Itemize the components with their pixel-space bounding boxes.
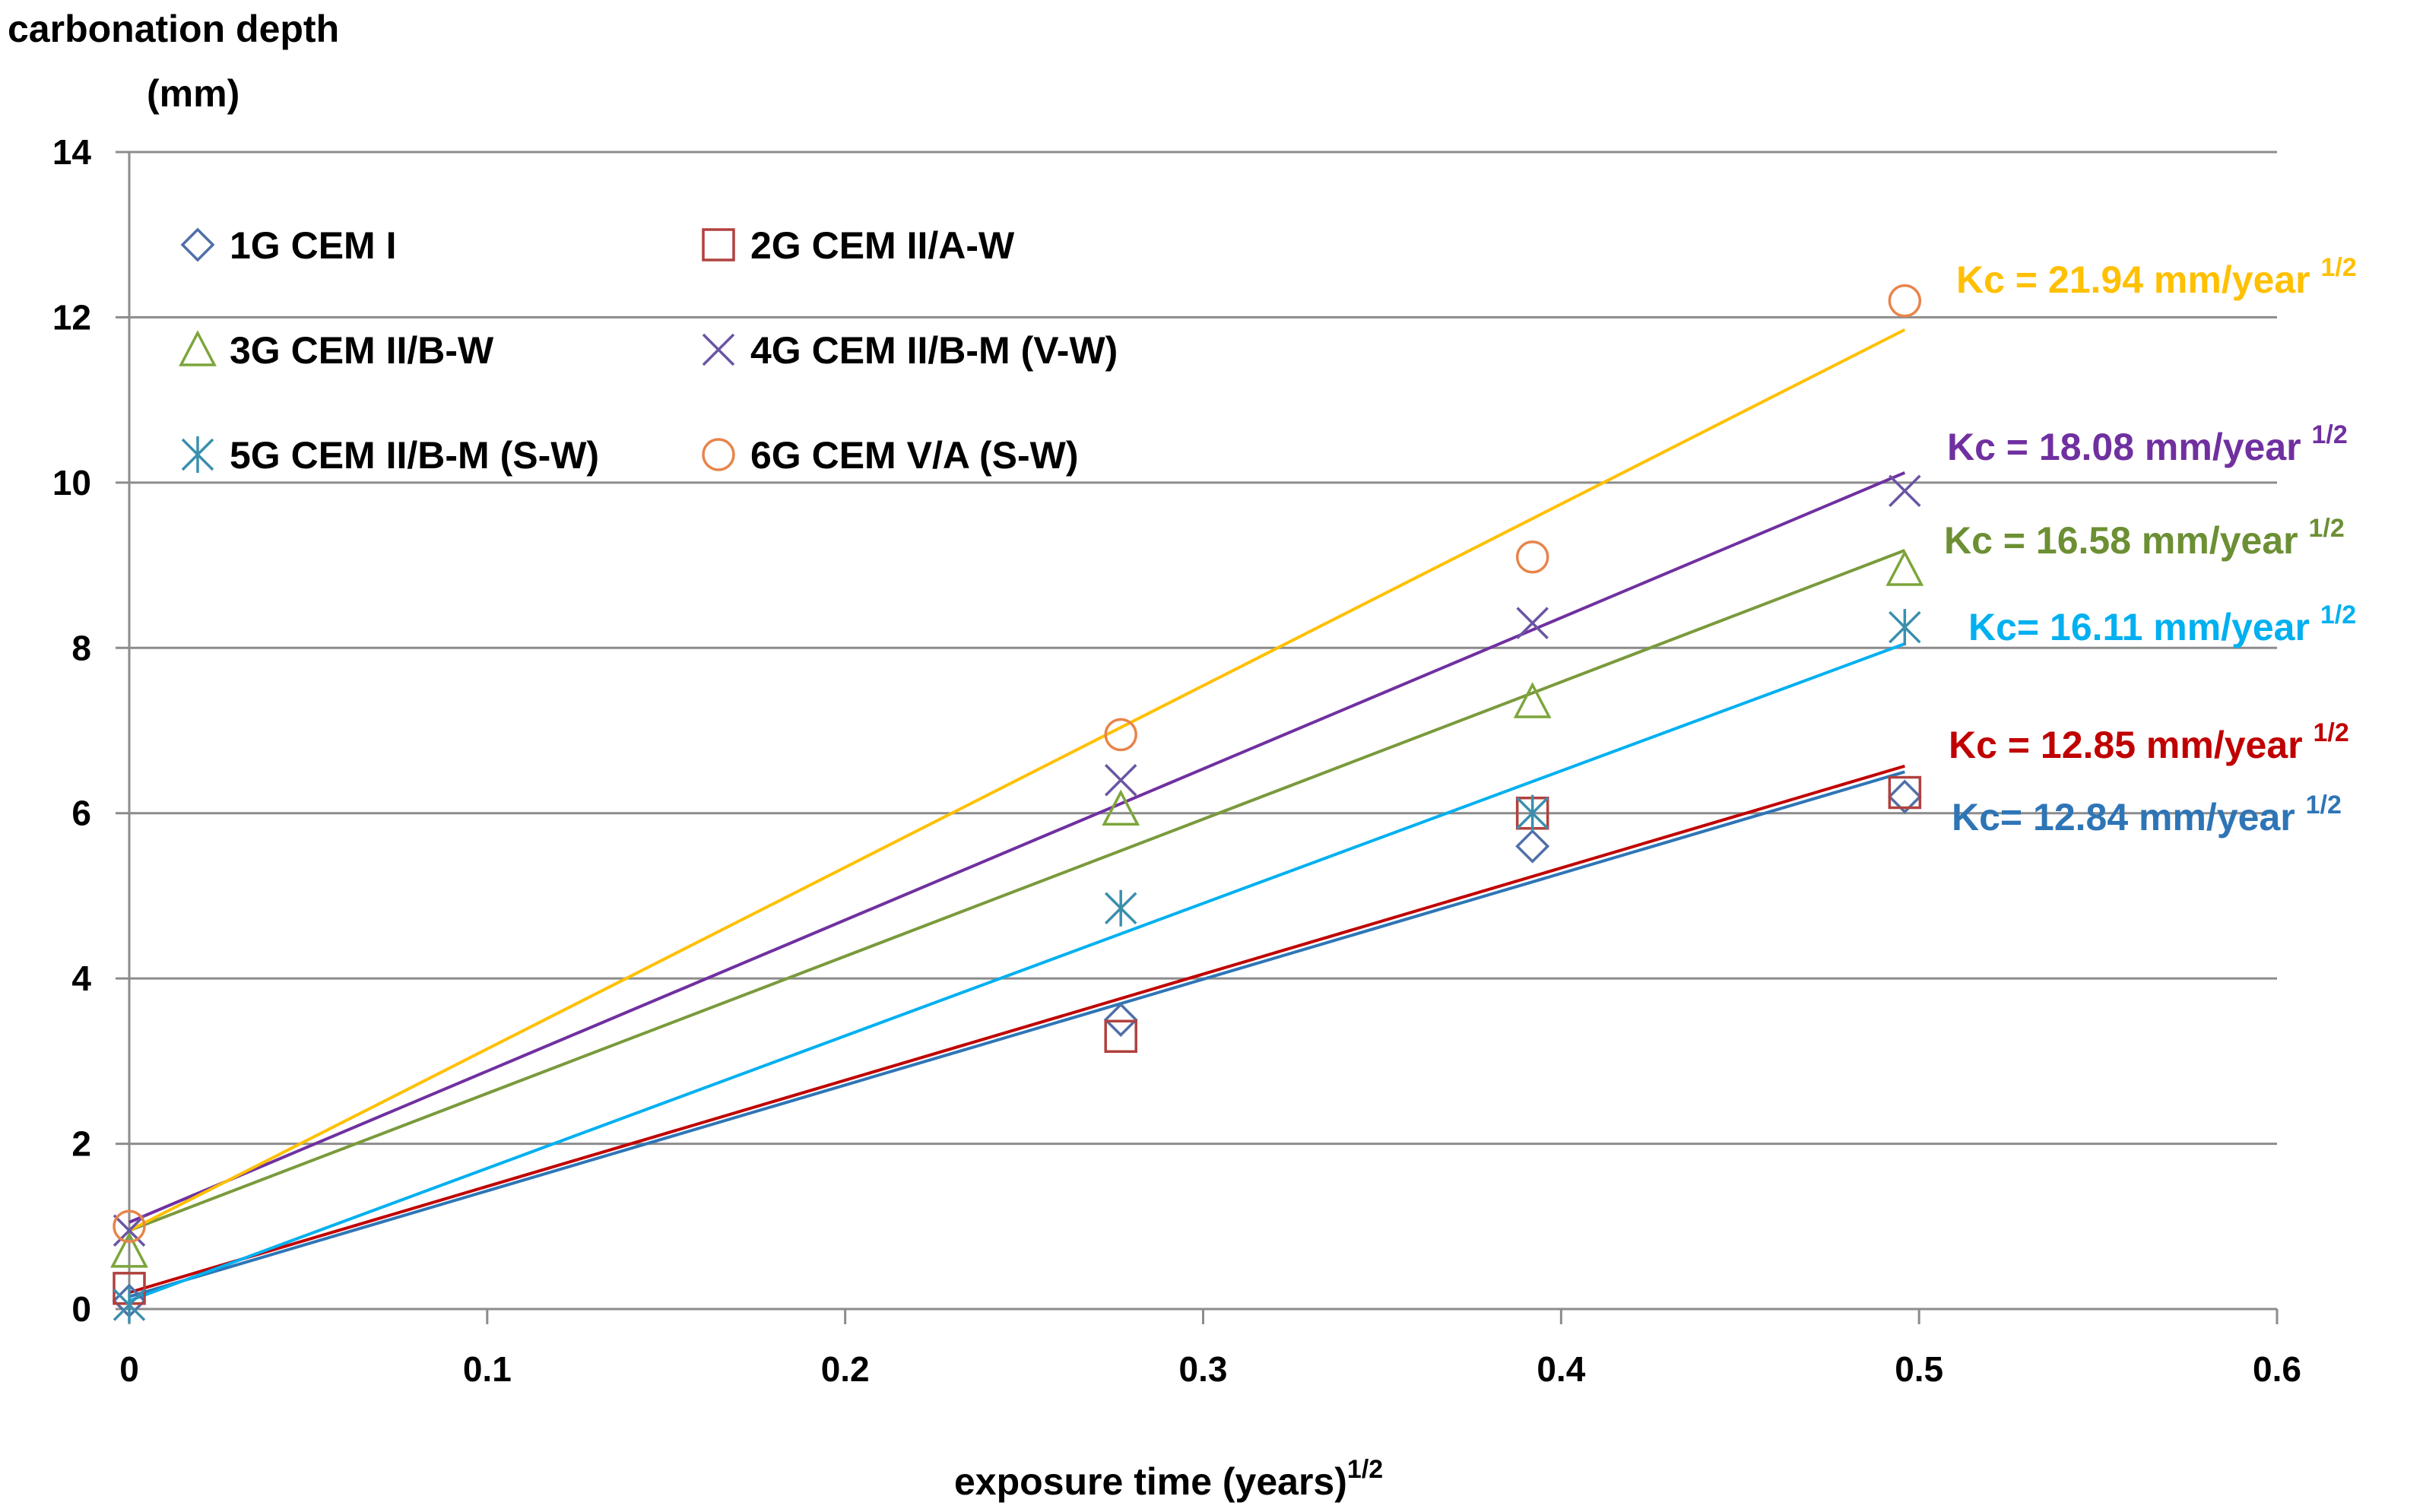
legend-label: 6G CEM V/A (S-W) <box>750 434 1078 477</box>
legend-marker-diamond <box>180 227 215 262</box>
kc-label-series-2: Kc = 12.85 mm/year 1/2 <box>1949 718 2349 766</box>
legend-entry: 4G CEM II/B-M (V-W) <box>702 329 1118 372</box>
series-4-point <box>113 1214 146 1247</box>
x-tick-label: 0.3 <box>1179 1349 1228 1389</box>
series-1-point <box>1515 829 1550 864</box>
series-5-point <box>1516 794 1549 832</box>
series-4-point <box>1104 763 1137 797</box>
legend-marker-x <box>702 333 735 366</box>
series-1-point <box>1103 1003 1138 1037</box>
series-6-point <box>1515 540 1549 574</box>
axis-layer: 0 2 4 6 8 10 12 14 0 0.1 0.2 0.3 0.4 0.5 0.6 <box>52 132 2301 1389</box>
kc-label-series-5: Kc= 16.11 mm/year 1/2 <box>1968 601 2356 648</box>
legend-marker-circle <box>702 438 735 471</box>
x-tick-label: 0.1 <box>463 1349 512 1389</box>
legend-label: 5G CEM II/B-M (S-W) <box>230 434 599 477</box>
y-tick-label: 0 <box>71 1289 91 1329</box>
kc-label-series-1: Kc= 12.84 mm/year 1/2 <box>1952 791 2342 838</box>
legend-label: 1G CEM I <box>230 224 396 267</box>
x-tick-label: 0.6 <box>2253 1349 2301 1389</box>
series-3-point <box>110 1231 148 1268</box>
y-tick-label: 10 <box>52 463 91 502</box>
legend-entry: 6G CEM V/A (S-W) <box>702 434 1078 477</box>
series-5-point <box>1889 609 1921 646</box>
series-3-fit-line <box>128 549 1906 1232</box>
y-axis-title-line1: carbonation depth <box>8 8 339 50</box>
series-6-point <box>1888 284 1922 318</box>
legend-marker-triangle <box>179 330 217 366</box>
legend-label: 4G CEM II/B-M (V-W) <box>750 329 1118 372</box>
series-4-point <box>1516 607 1549 639</box>
series-5-point <box>1104 889 1137 927</box>
series-6-point <box>1104 718 1137 752</box>
legend-marker-asterisk <box>181 436 214 473</box>
legend-entry: 2G CEM II/A-W <box>702 224 1015 267</box>
kc-label-series-4: Kc = 18.08 mm/year 1/2 <box>1947 420 2348 468</box>
legend: 1G CEM I 2G CEM II/A-W 3G CEM II/B-W 4G CEM… <box>179 224 1118 477</box>
x-tick-label: 0.2 <box>821 1349 870 1389</box>
y-axis-title-line2: (mm) <box>147 72 239 115</box>
fit-line-layer <box>128 328 1906 1303</box>
legend-marker-square <box>702 228 735 262</box>
x-axis-title: exposure time (years)1/2 <box>954 1455 1383 1503</box>
series-3-point <box>1885 550 1924 586</box>
series-6-fit-line <box>128 328 1906 1232</box>
y-tick-label: 4 <box>71 959 91 998</box>
marker-layer <box>110 284 1924 1323</box>
series-1-point <box>1887 779 1922 814</box>
series-3-point <box>1102 789 1140 826</box>
series-2-fit-line <box>128 764 1905 1295</box>
series-5-point <box>113 1286 146 1323</box>
legend-label: 2G CEM II/A-W <box>750 224 1015 267</box>
series-4-fit-line <box>128 471 1906 1224</box>
x-tick-label: 0.5 <box>1895 1349 1943 1389</box>
series-6-point <box>113 1209 146 1244</box>
kc-annotation-layer: Kc= 12.84 mm/year 1/2 Kc = 12.85 mm/year … <box>1944 253 2357 838</box>
legend-label: 3G CEM II/B-W <box>230 329 494 372</box>
series-4-point <box>1889 474 1921 507</box>
y-tick-label: 12 <box>52 297 91 337</box>
legend-entry: 3G CEM II/B-W <box>179 329 494 372</box>
legend-entry: 1G CEM I <box>180 224 396 267</box>
x-tick-label: 0 <box>119 1349 139 1389</box>
y-tick-label: 2 <box>71 1124 91 1164</box>
legend-entry: 5G CEM II/B-M (S-W) <box>181 434 599 477</box>
y-tick-label: 8 <box>71 628 91 667</box>
series-3-point <box>1513 682 1552 718</box>
series-1-fit-line <box>128 770 1905 1298</box>
kc-label-series-3: Kc = 16.58 mm/year 1/2 <box>1944 514 2345 562</box>
y-tick-label: 6 <box>71 794 91 833</box>
kc-label-series-6: Kc = 21.94 mm/year 1/2 <box>1956 253 2357 301</box>
series-2-point <box>1104 1019 1137 1053</box>
series-2-point <box>1888 775 1922 810</box>
x-tick-label: 0.4 <box>1537 1349 1585 1389</box>
axis-titles: carbonation depth (mm) exposure time (year… <box>8 8 1383 1503</box>
y-tick-label: 14 <box>52 132 92 172</box>
series-5-fit-line <box>128 642 1906 1303</box>
grid-layer <box>129 151 2277 1146</box>
